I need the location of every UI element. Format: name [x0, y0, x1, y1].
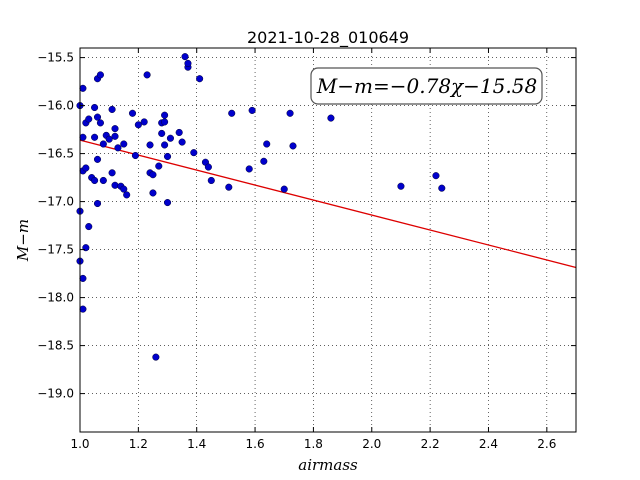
data-point	[207, 176, 215, 185]
data-point	[108, 169, 116, 177]
data-point	[82, 164, 90, 172]
data-point	[79, 274, 87, 282]
fit-line	[79, 139, 577, 269]
data-point	[178, 138, 186, 146]
data-point	[152, 353, 160, 361]
grid	[79, 48, 576, 432]
data-point	[155, 162, 163, 170]
data-point	[140, 118, 148, 126]
data-point	[432, 172, 440, 180]
y-tick-label: −18.0	[37, 291, 74, 305]
data-point	[149, 171, 157, 179]
data-point	[143, 71, 151, 79]
data-point	[184, 59, 192, 67]
data-point	[161, 118, 169, 126]
data-point	[131, 151, 139, 160]
data-point	[105, 135, 113, 143]
ticks	[79, 48, 576, 432]
plot-background	[80, 48, 576, 432]
data-point	[91, 103, 99, 112]
data-point	[158, 129, 166, 137]
data-point	[175, 128, 183, 137]
x-tick-label: 1.2	[129, 437, 148, 451]
data-point	[245, 165, 253, 173]
y-tick-label: −19.0	[37, 387, 74, 401]
data-point	[120, 185, 128, 193]
data-point	[79, 133, 87, 141]
data-point	[93, 113, 102, 121]
data-point	[248, 106, 256, 114]
data-point	[163, 199, 172, 207]
data-point	[108, 105, 116, 113]
data-point	[79, 305, 87, 313]
data-point	[166, 134, 174, 142]
data-point	[438, 184, 446, 192]
x-tick-labels: 1.0 1.2 1.4 1.6 1.8 2.0 2.2 2.4 2.6	[70, 437, 556, 451]
data-point	[85, 115, 93, 123]
x-tick-label: 1.8	[304, 437, 323, 451]
y-axis-label: M−m	[14, 219, 32, 262]
data-point	[163, 152, 172, 161]
y-tick-label: −16.5	[37, 147, 74, 161]
data-point	[225, 183, 233, 191]
data-point	[91, 176, 99, 185]
x-tick-label: 2.6	[537, 437, 556, 451]
data-point	[111, 125, 119, 133]
fit-layer	[79, 139, 577, 269]
data-point	[114, 144, 122, 152]
data-point	[99, 140, 107, 148]
data-point	[196, 75, 204, 83]
x-tick-label: 2.4	[479, 437, 498, 451]
data-point	[93, 199, 102, 208]
data-point	[228, 109, 236, 117]
data-point	[146, 141, 154, 149]
data-point	[280, 185, 288, 193]
data-point	[93, 155, 102, 163]
data-point	[111, 132, 119, 140]
data-point	[111, 181, 119, 189]
data-point	[79, 84, 87, 92]
data-point	[96, 119, 104, 127]
data-point	[96, 71, 104, 79]
data-point	[161, 111, 169, 119]
data-point	[91, 133, 99, 141]
x-tick-label: 1.6	[246, 437, 265, 451]
x-tick-label: 1.0	[70, 437, 89, 451]
data-point	[289, 142, 297, 150]
y-tick-label: −16.0	[37, 99, 74, 113]
annotation-frame	[310, 67, 543, 105]
data-point	[181, 53, 189, 61]
data-point	[149, 189, 157, 197]
x-tick-label: 1.4	[187, 437, 206, 451]
chart-title: 2021-10-28_010649	[247, 28, 409, 48]
plot-frame	[79, 47, 577, 433]
data-point	[85, 223, 93, 231]
data-point	[120, 140, 128, 148]
y-tick-labels: −15.5 −16.0 −16.5 −17.0 −17.5 −18.0 −18.5 −19.0	[37, 51, 74, 401]
data-point	[161, 141, 169, 149]
data-point	[397, 182, 405, 190]
y-tick-label: −17.5	[37, 243, 74, 257]
data-point	[99, 176, 107, 185]
y-tick-label: −17.0	[37, 195, 74, 209]
data-point	[190, 149, 198, 157]
data-point	[123, 191, 131, 199]
annotation-box: M−m=−0.78χ−15.58	[310, 67, 543, 105]
y-tick-label: −18.5	[37, 339, 74, 353]
x-tick-label: 2.2	[421, 437, 440, 451]
y-tick-label: −15.5	[37, 51, 74, 65]
data-point	[327, 114, 335, 122]
data-point	[260, 157, 268, 165]
data-point	[134, 121, 142, 129]
x-axis-label: airmass	[298, 456, 358, 474]
x-tick-label: 2.0	[362, 437, 381, 451]
points-layer	[76, 53, 446, 361]
data-point	[263, 140, 271, 148]
annotation-text: M−m=−0.78χ−15.58	[316, 74, 537, 98]
data-point	[286, 109, 294, 117]
data-point	[204, 163, 212, 171]
data-point	[128, 109, 137, 117]
